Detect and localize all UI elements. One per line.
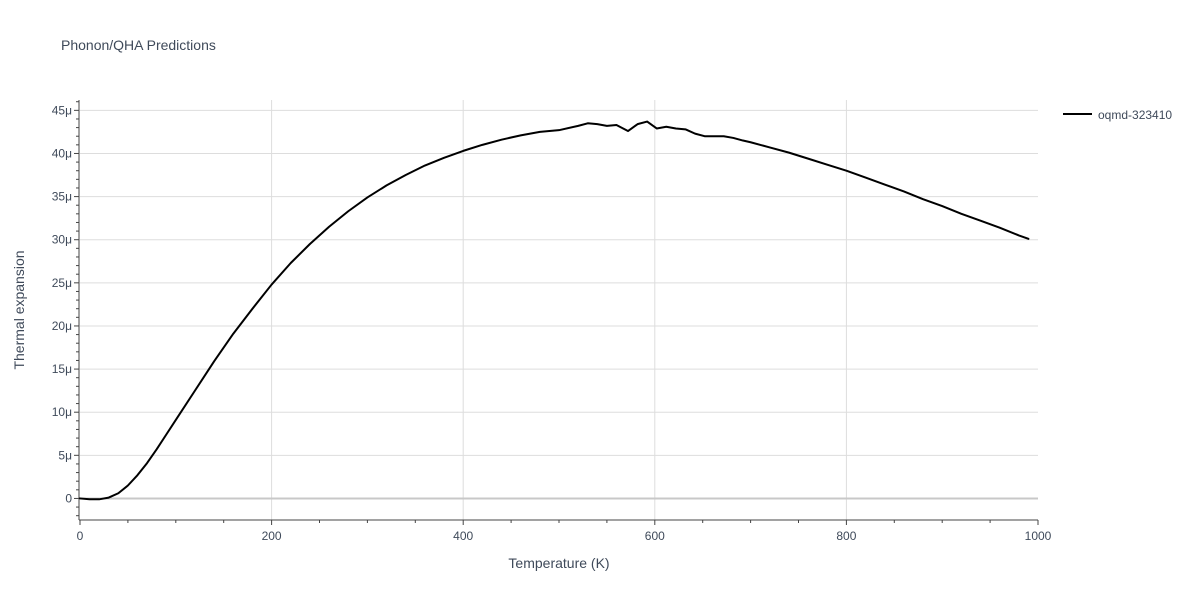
y-tick-label: 0 — [65, 491, 72, 505]
axes-layer: 0 200 400 600 800 1000 0 5μ 10μ 15μ 20μ 25μ 30μ 35μ 40… — [52, 100, 1052, 543]
y-tick-label: 10μ — [52, 405, 72, 419]
y-tick-label: 15μ — [52, 362, 72, 376]
legend[interactable]: oqmd-323410 — [1063, 108, 1172, 122]
y-tick-label: 20μ — [52, 319, 72, 333]
y-tick-label: 5μ — [58, 448, 72, 462]
x-tick-label: 0 — [77, 529, 84, 543]
x-tick-label: 1000 — [1025, 529, 1052, 543]
y-tick-label: 45μ — [52, 103, 72, 117]
x-axis-title: Temperature (K) — [508, 555, 609, 571]
y-tick-label: 25μ — [52, 276, 72, 290]
y-tick-label: 30μ — [52, 233, 72, 247]
grid-layer — [80, 100, 1038, 520]
legend-label-0[interactable]: oqmd-323410 — [1098, 108, 1172, 122]
x-tick-label: 400 — [453, 529, 473, 543]
y-axis-title: Thermal expansion — [11, 250, 27, 369]
x-tick-label: 800 — [836, 529, 856, 543]
y-tick-label: 40μ — [52, 146, 72, 160]
x-tick-label: 600 — [645, 529, 665, 543]
chart-title: Phonon/QHA Predictions — [61, 37, 216, 53]
y-tick-label: 35μ — [52, 190, 72, 204]
series-layer — [79, 120, 1030, 501]
series-line-0[interactable] — [79, 120, 1030, 501]
x-tick-label: 200 — [262, 529, 282, 543]
